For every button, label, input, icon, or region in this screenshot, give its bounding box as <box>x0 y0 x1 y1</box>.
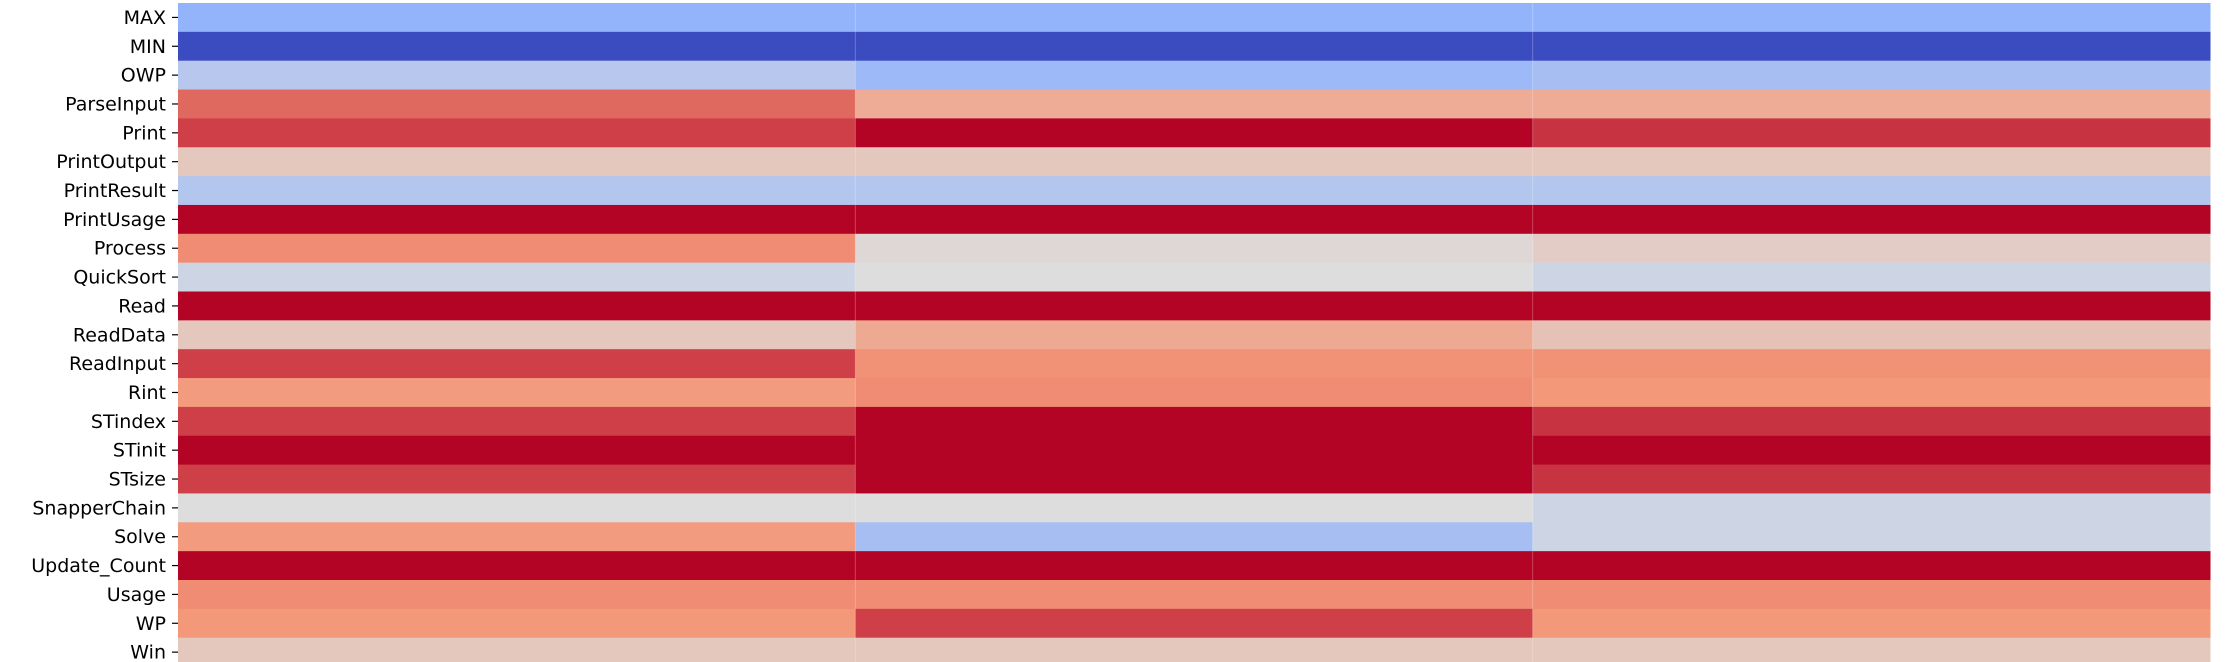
heatmap-cell <box>1532 637 2211 662</box>
y-tick-label: STindex <box>91 411 166 433</box>
heatmap-cell <box>1532 176 2211 206</box>
heatmap-cells <box>178 3 2211 662</box>
y-tick-label: PrintOutput <box>56 151 166 173</box>
heatmap-cell <box>178 378 856 408</box>
heatmap-cell <box>855 204 1534 235</box>
heatmap-cell <box>855 262 1534 292</box>
y-tick-label: MIN <box>130 36 166 58</box>
heatmap-cell <box>1532 118 2211 148</box>
heatmap-cell <box>1532 435 2211 466</box>
heatmap-cell <box>178 60 856 91</box>
heatmap-cell <box>178 118 856 148</box>
y-tick-label: ParseInput <box>65 93 166 115</box>
y-tick-label: Process <box>94 238 166 260</box>
heatmap-cell <box>855 580 1534 610</box>
heatmap-cell <box>855 320 1534 350</box>
heatmap-cell <box>855 31 1534 62</box>
y-tick-label: ReadInput <box>69 353 166 375</box>
y-tick-label: ReadData <box>73 324 166 346</box>
heatmap-cell <box>1532 349 2211 379</box>
heatmap-cell <box>855 349 1534 379</box>
y-tick-label: OWP <box>121 65 166 87</box>
y-tick-label: STinit <box>113 440 166 462</box>
heatmap-cell <box>178 435 856 466</box>
heatmap-cell <box>1532 262 2211 292</box>
heatmap-cell <box>855 3 1534 33</box>
heatmap-cell <box>178 291 856 321</box>
heatmap-cell <box>178 493 856 523</box>
heatmap-cell <box>1532 406 2211 437</box>
heatmap-cell <box>178 31 856 62</box>
y-tick-label: QuickSort <box>73 267 166 289</box>
heatmap-cell <box>855 637 1534 662</box>
heatmap-cell <box>855 522 1534 552</box>
heatmap-cell <box>1532 233 2211 264</box>
y-tick-label: STsize <box>109 469 166 491</box>
y-tick-label: SnapperChain <box>32 497 166 519</box>
heatmap-cell <box>178 464 856 494</box>
heatmap-cell <box>178 522 856 552</box>
heatmap-cell <box>1532 608 2211 639</box>
y-axis-ticks: MAX MIN OWP ParseInput Print PrintOutput Print… <box>31 7 178 662</box>
heatmap-cell <box>178 349 856 379</box>
heatmap-cell <box>178 406 856 437</box>
heatmap-cell <box>178 637 856 662</box>
heatmap-cell <box>855 608 1534 639</box>
heatmap-cell <box>1532 60 2211 91</box>
heatmap-cell <box>178 608 856 639</box>
heatmap-cell <box>855 551 1534 581</box>
heatmap-cell <box>855 291 1534 321</box>
heatmap-cell <box>855 493 1534 523</box>
heatmap-cell <box>855 378 1534 408</box>
heatmap-cell <box>178 320 856 350</box>
heatmap-cell <box>1532 3 2211 33</box>
heatmap-cell <box>178 147 856 177</box>
heatmap-cell <box>855 147 1534 177</box>
y-tick-label: Rint <box>128 382 166 404</box>
heatmap-cell <box>178 551 856 581</box>
y-tick-label: Print <box>122 122 166 144</box>
heatmap-cell <box>855 60 1534 91</box>
heatmap-cell <box>1532 31 2211 62</box>
heatmap-cell <box>1532 378 2211 408</box>
heatmap-cell <box>178 580 856 610</box>
heatmap-cell <box>178 176 856 206</box>
y-tick-label: MAX <box>124 7 166 29</box>
heatmap-cell <box>1532 291 2211 321</box>
y-tick-label: PrintUsage <box>63 209 166 231</box>
y-tick-label: Read <box>118 295 166 317</box>
heatmap-cell <box>1532 551 2211 581</box>
y-tick-label: PrintResult <box>64 180 166 202</box>
heatmap-cell <box>1532 89 2211 119</box>
heatmap-cell <box>855 435 1534 466</box>
heatmap-cell <box>178 204 856 235</box>
heatmap-cell <box>178 233 856 264</box>
heatmap-cell <box>1532 204 2211 235</box>
y-tick-label: WP <box>136 613 166 635</box>
heatmap-cell <box>1532 320 2211 350</box>
heatmap-cell <box>178 89 856 119</box>
heatmap-cell <box>1532 464 2211 494</box>
heatmap-cell <box>178 3 856 33</box>
y-tick-label: Usage <box>107 584 166 606</box>
y-tick-label: Win <box>130 642 166 662</box>
heatmap-cell <box>855 464 1534 494</box>
heatmap-cell <box>855 233 1534 264</box>
heatmap-cell <box>178 262 856 292</box>
y-tick-label: Solve <box>114 526 166 548</box>
heatmap-cell <box>855 176 1534 206</box>
heatmap-cell <box>855 89 1534 119</box>
heatmap-cell <box>855 118 1534 148</box>
heatmap-cell <box>1532 493 2211 523</box>
heatmap-cell <box>855 406 1534 437</box>
heatmap-cell <box>1532 522 2211 552</box>
heatmap-cell <box>1532 580 2211 610</box>
heatmap-cell <box>1532 147 2211 177</box>
y-tick-label: Update_Count <box>31 555 166 577</box>
